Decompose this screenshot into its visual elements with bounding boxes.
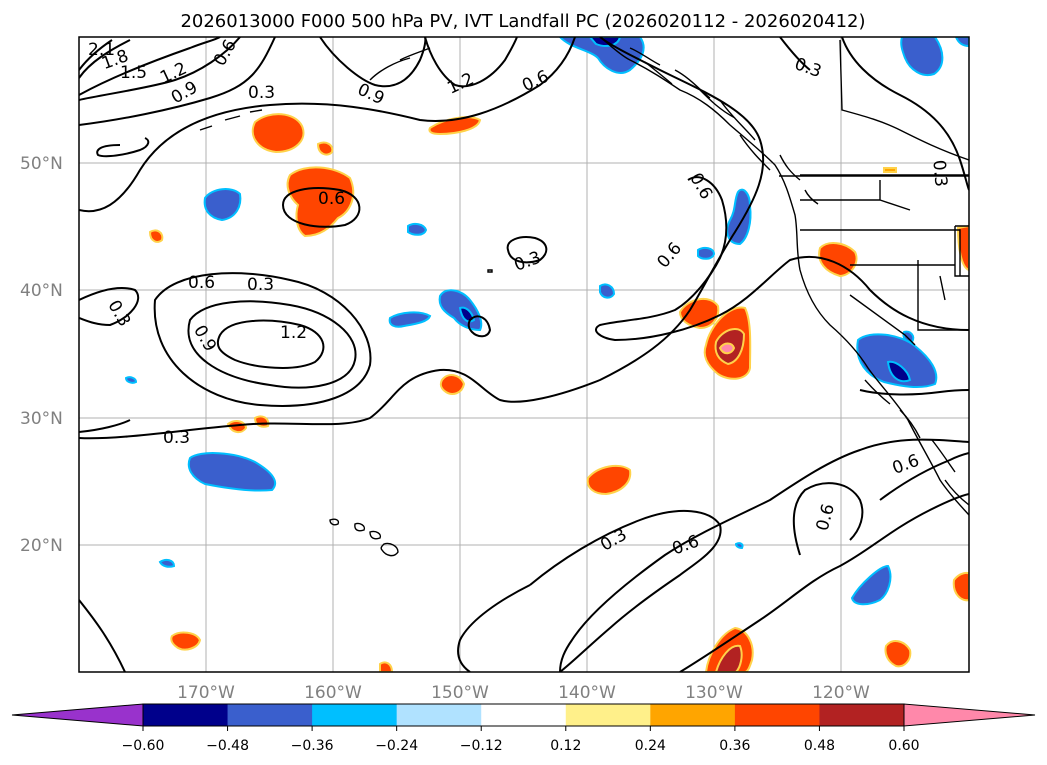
contour-label: 0.3 <box>163 428 190 448</box>
lon-label: 140°W <box>558 683 616 703</box>
colorbar-frame <box>142 703 905 727</box>
colorbar-tick-label: −0.60 <box>122 738 165 754</box>
colorbar-segment <box>650 704 736 726</box>
colorbar-segment <box>481 704 567 726</box>
colorbar-segment <box>396 704 482 726</box>
colorbar-ticks: −0.60 −0.48 −0.36 −0.24 −0.12 0.12 0.24 0.36 0.4… <box>122 726 920 754</box>
lat-labels: 50°N 40°N 30°N 20°N <box>20 154 63 556</box>
colorbar: −0.60 −0.48 −0.36 −0.24 −0.12 0.12 0.24 0.36 0.4… <box>11 703 1036 754</box>
lon-labels: 170°W 160°W 150°W 140°W 130°W 120°W <box>177 683 870 703</box>
lon-label: 150°W <box>431 683 489 703</box>
contour-label: 0.3 <box>247 275 274 295</box>
colorbar-tick-label: 0.48 <box>804 738 835 754</box>
colorbar-tick-label: 0.36 <box>719 738 750 754</box>
colorbar-tick-label: 0.60 <box>888 738 919 754</box>
colorbar-tick-label: 0.12 <box>550 738 581 754</box>
colorbar-tick-label: 0.24 <box>635 738 666 754</box>
lon-label: 130°W <box>685 683 743 703</box>
colorbar-tick-label: −0.36 <box>291 738 334 754</box>
contour-label: 0.3 <box>928 159 950 188</box>
colorbar-segments <box>11 703 1036 727</box>
lon-label: 160°W <box>304 683 362 703</box>
colorbar-segment <box>734 704 820 726</box>
colorbar-tick-label: −0.24 <box>375 738 418 754</box>
contour-label: 0.6 <box>188 273 215 293</box>
map-panel: 2.1 1.8 1.5 1.2 0.9 0.6 0.3 0.9 1.2 0.6 … <box>20 36 970 703</box>
map-frame <box>78 36 970 673</box>
negative-anomaly-blobs <box>124 37 969 606</box>
lat-label: 40°N <box>20 281 63 301</box>
contour-label: 0.3 <box>248 83 275 103</box>
colorbar-tick-label: −0.48 <box>206 738 249 754</box>
coastlines <box>199 37 969 557</box>
lat-label: 20°N <box>20 536 63 556</box>
colorbar-segment <box>565 704 651 726</box>
colorbar-segment <box>819 704 905 726</box>
map-background <box>79 37 969 672</box>
colorbar-tick-label: −0.12 <box>460 738 503 754</box>
lat-label: 50°N <box>20 154 63 174</box>
colorbar-segment <box>312 704 398 726</box>
lat-label: 30°N <box>20 409 63 429</box>
colorbar-segment <box>143 704 229 726</box>
figure-title: 2026013000 F000 500 hPa PV, IVT Landfall… <box>180 11 865 32</box>
colorbar-segment <box>227 704 313 726</box>
lon-label: 120°W <box>812 683 870 703</box>
contour-label: 1.5 <box>120 63 147 83</box>
colorbar-extend-low <box>11 703 144 727</box>
lon-label: 170°W <box>177 683 235 703</box>
contour-label: 2.1 <box>88 40 115 60</box>
contour-label: 1.2 <box>280 323 307 343</box>
colorbar-extend-high <box>903 703 1036 727</box>
contour-label: 0.6 <box>318 189 345 209</box>
